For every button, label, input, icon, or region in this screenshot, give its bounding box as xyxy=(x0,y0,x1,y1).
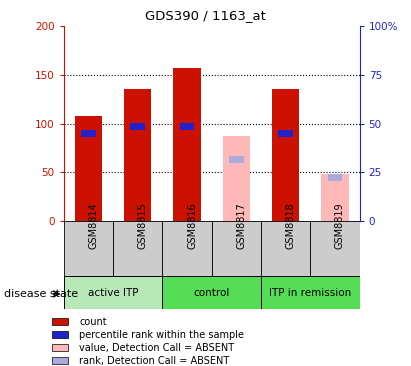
Bar xyxy=(52,357,68,365)
Bar xyxy=(124,89,151,221)
Text: value, Detection Call = ABSENT: value, Detection Call = ABSENT xyxy=(79,343,234,352)
Bar xyxy=(52,344,68,351)
Text: GSM8817: GSM8817 xyxy=(236,202,246,249)
Bar xyxy=(261,276,360,309)
Text: ITP in remission: ITP in remission xyxy=(269,288,351,298)
Bar xyxy=(64,221,113,276)
Bar xyxy=(180,123,194,130)
Bar xyxy=(162,221,212,276)
Bar xyxy=(278,130,293,137)
Bar xyxy=(173,68,201,221)
Text: GSM8818: GSM8818 xyxy=(286,202,296,249)
Text: control: control xyxy=(194,288,230,298)
Text: active ITP: active ITP xyxy=(88,288,138,298)
Bar xyxy=(130,123,145,130)
Bar xyxy=(64,276,162,309)
Text: GDS390 / 1163_at: GDS390 / 1163_at xyxy=(145,9,266,22)
Text: rank, Detection Call = ABSENT: rank, Detection Call = ABSENT xyxy=(79,356,229,366)
Bar xyxy=(223,136,250,221)
Bar xyxy=(162,276,261,309)
Bar xyxy=(52,318,68,325)
Bar xyxy=(113,221,162,276)
Bar xyxy=(272,89,299,221)
Text: count: count xyxy=(79,317,107,326)
Text: GSM8816: GSM8816 xyxy=(187,202,197,249)
Text: disease state: disease state xyxy=(4,289,78,299)
Bar xyxy=(212,221,261,276)
Text: GSM8819: GSM8819 xyxy=(335,202,345,249)
Text: percentile rank within the sample: percentile rank within the sample xyxy=(79,329,244,340)
Bar xyxy=(261,221,310,276)
Bar xyxy=(321,175,349,221)
Bar xyxy=(229,156,244,163)
Bar xyxy=(75,116,102,221)
Text: GSM8814: GSM8814 xyxy=(88,202,98,249)
Bar xyxy=(310,221,360,276)
Bar xyxy=(81,130,96,137)
Text: GSM8815: GSM8815 xyxy=(138,202,148,249)
Bar xyxy=(52,331,68,339)
Bar xyxy=(328,174,342,181)
